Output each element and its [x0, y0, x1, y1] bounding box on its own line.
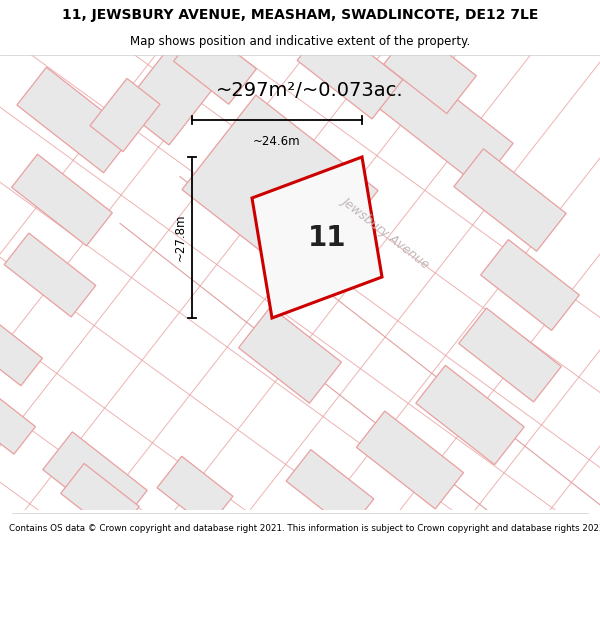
Text: Contains OS data © Crown copyright and database right 2021. This information is : Contains OS data © Crown copyright and d… — [9, 524, 600, 532]
Text: 11: 11 — [308, 224, 346, 251]
Polygon shape — [157, 456, 233, 528]
Polygon shape — [17, 68, 133, 173]
Polygon shape — [122, 45, 218, 145]
Polygon shape — [481, 239, 580, 331]
Polygon shape — [43, 432, 147, 528]
Polygon shape — [90, 78, 160, 152]
Polygon shape — [377, 63, 513, 187]
Polygon shape — [0, 324, 43, 386]
Polygon shape — [11, 154, 112, 246]
Polygon shape — [384, 26, 476, 114]
Polygon shape — [4, 233, 96, 317]
Polygon shape — [0, 396, 35, 454]
Polygon shape — [356, 411, 464, 509]
Polygon shape — [416, 365, 524, 465]
Text: ~297m²/~0.073ac.: ~297m²/~0.073ac. — [216, 81, 404, 99]
Polygon shape — [297, 21, 403, 119]
Polygon shape — [252, 157, 382, 318]
Text: Map shows position and indicative extent of the property.: Map shows position and indicative extent… — [130, 35, 470, 48]
Text: 11, JEWSBURY AVENUE, MEASHAM, SWADLINCOTE, DE12 7LE: 11, JEWSBURY AVENUE, MEASHAM, SWADLINCOT… — [62, 8, 538, 22]
Polygon shape — [173, 26, 256, 104]
Text: ~27.8m: ~27.8m — [173, 214, 187, 261]
Polygon shape — [454, 149, 566, 251]
Polygon shape — [286, 449, 374, 531]
Text: ~24.6m: ~24.6m — [253, 135, 301, 148]
Polygon shape — [459, 308, 561, 402]
Polygon shape — [239, 307, 341, 403]
Polygon shape — [182, 95, 378, 285]
Text: Jewsbury Avenue: Jewsbury Avenue — [338, 194, 431, 270]
Polygon shape — [61, 464, 139, 536]
